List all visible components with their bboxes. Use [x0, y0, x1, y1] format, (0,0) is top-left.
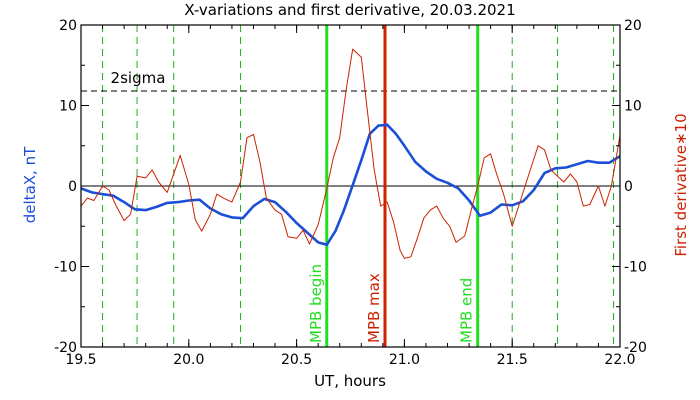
y-left-tick-label-1: 10 — [59, 99, 77, 115]
sigma-label: 2sigma — [111, 69, 166, 87]
chart-title: X-variations and first derivative, 20.03… — [184, 1, 515, 19]
y-right-tick-label-4: -20 — [624, 340, 647, 356]
x-tick-label-0: 19.5 — [65, 352, 96, 368]
series-line-derivative — [80, 48, 621, 259]
mpb-label-0: MPB begin — [307, 264, 325, 343]
y-right-tick-label-2: 0 — [624, 179, 633, 195]
y-left-tick-label-4: -20 — [54, 340, 77, 356]
y-left-tick-label-3: -10 — [54, 260, 77, 276]
plot-area: 2sigma MPB begin MPB max MPB end 19.5 20.0 20.… — [54, 18, 647, 368]
x-tick-label-5: 22.0 — [604, 352, 635, 368]
y-left-tick-label-2: 0 — [68, 179, 77, 195]
y-left-tick-label-0: 20 — [59, 18, 77, 34]
x-tick-label-1: 20.0 — [173, 352, 204, 368]
right-axis-label: First derivative∗10 — [672, 113, 690, 256]
mpb-label-2: MPB end — [458, 278, 476, 343]
y-right-tick-label-0: 20 — [624, 18, 642, 34]
x-axis-label: UT, hours — [314, 372, 386, 390]
series-line-deltaX — [80, 123, 621, 247]
y-right-tick-label-1: 10 — [624, 99, 642, 115]
x-tick-label-4: 21.5 — [497, 352, 528, 368]
mpb-label-1: MPB max — [365, 273, 383, 343]
left-axis-label: deltaX, nT — [21, 146, 39, 223]
x-tick-label-3: 21.0 — [389, 352, 420, 368]
y-right-tick-label-3: -10 — [624, 260, 647, 276]
x-tick-label-2: 20.5 — [281, 352, 312, 368]
